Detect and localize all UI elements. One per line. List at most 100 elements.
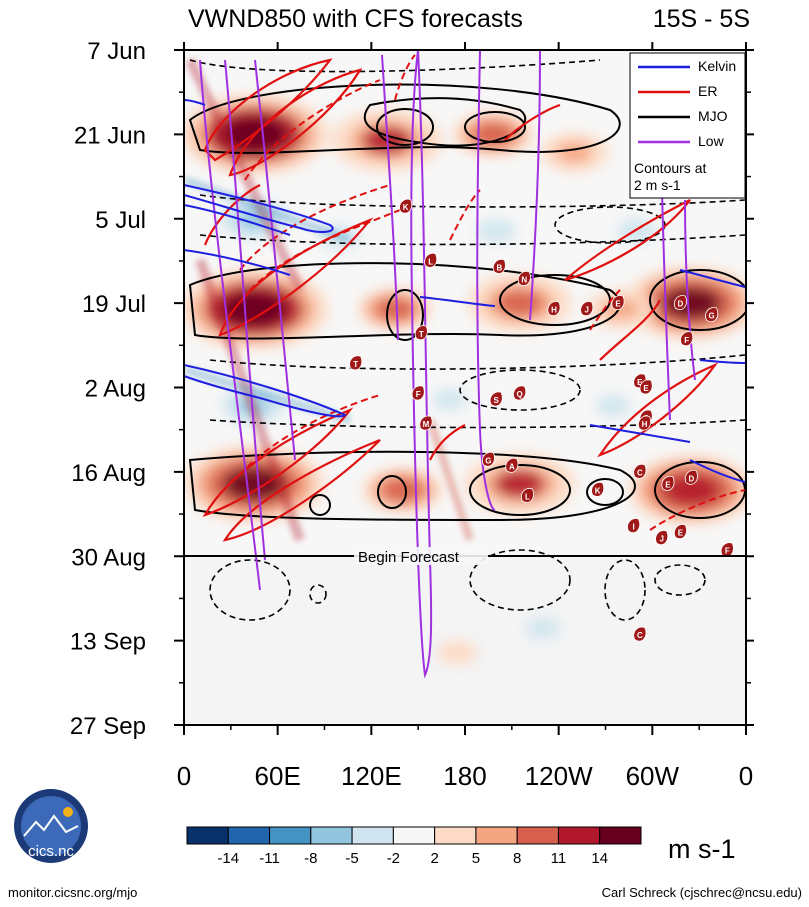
colorbar-tick-label: -11 [259,850,280,867]
x-tick-label: 0 [177,761,191,791]
wave-streaks [184,57,474,542]
chart-title: VWND850 with CFS forecasts [188,5,523,33]
legend-label: ER [698,83,717,99]
svg-text:C: C [637,631,643,640]
cyclone-marker: H [547,301,561,317]
cyclone-marker: B [492,258,506,274]
footer-right: Carl Schreck (cjschrec@ncsu.edu) [602,885,802,900]
y-tick-label: 27 Sep [70,713,146,740]
legend-note: 2 m s-1 [634,177,681,193]
colorbar-tick-label: 8 [513,850,521,867]
colorbar-tick-label: -5 [345,850,358,867]
anomaly-blob-21 [443,644,471,661]
svg-text:F: F [416,390,421,399]
svg-text:B: B [496,263,502,272]
svg-text:D: D [678,300,684,309]
cyclone-marker: I [627,518,641,534]
svg-text:L: L [428,257,433,266]
cyclone-marker: D [673,295,687,311]
legend-label: Kelvin [698,58,736,74]
forecast-label: Begin Forecast [358,549,460,566]
cyclone-marker: T [414,325,428,341]
cyclone-marker: F [411,385,425,401]
cyclone-marker: C [633,626,647,642]
colorbar-tick-label: -2 [387,850,400,867]
colorbar-swatch [269,826,312,845]
colorbar-tick-label: 5 [472,850,480,867]
svg-text:E: E [615,300,621,309]
cyclone-marker: M [419,415,433,431]
anomaly-blob-17 [623,222,651,240]
svg-text:J: J [585,306,589,315]
colorbar-units: m s-1 [668,834,736,864]
anomaly-blob-11 [495,470,545,498]
svg-text:D: D [688,474,694,483]
y-tick-label: 5 Jul [95,207,146,234]
svg-text:N: N [521,276,527,285]
colorbar-tick-label: -14 [217,850,239,867]
cyclone-marker: F [680,331,694,347]
anomaly-blob-19 [601,398,626,413]
x-tick-label: 120E [341,761,402,791]
anomaly-blob-18 [437,392,462,407]
svg-text:M: M [423,420,430,429]
colorbar-swatch [516,826,559,845]
anomaly-blob-12 [381,477,424,503]
cyclone-marker: N [517,270,531,286]
svg-text:I: I [632,523,634,532]
x-tick-label: 60W [626,761,680,791]
cyclone-marker: J [655,530,669,546]
cyclone-marker: S [489,391,503,407]
y-tick-label: 2 Aug [85,376,146,403]
er-contours-negative [239,54,746,531]
colorbar-tick-label: 2 [430,850,438,867]
mjo-contours-negative [189,59,746,621]
cyclone-marker: T [349,355,363,371]
y-tick-label: 21 Jun [74,122,146,149]
colorbar-swatch [434,826,477,845]
kelvin-contours [184,99,746,483]
anomaly-blob-16 [482,222,510,240]
chart-region: 15S - 5S [653,5,750,33]
cyclone-markers: CCKBLNEHJEDGTFTEGSFQMHAGELKIJDEF [349,198,734,642]
footer-left: monitor.cicsnc.org/mjo [8,885,137,900]
colorbar-swatch [475,826,518,845]
svg-text:L: L [525,492,530,501]
mjo-contours [188,83,746,522]
y-axis: 7 Jun 21 Jun 5 Jul 19 Jul 2 Aug 16 Aug 30 Aug 1… [70,38,754,740]
svg-text:Q: Q [517,390,523,399]
cyclone-marker: E [661,475,675,491]
svg-text:F: F [684,336,689,345]
cyclone-marker: G [705,307,719,323]
forecast-label-bg [354,547,488,565]
legend: Kelvin ER MJO Low Contours at2 m s-1 [629,52,746,199]
x-tick-label: 60E [255,761,301,791]
cyclone-marker: L [520,487,534,503]
colorbar-tick-label: -8 [304,850,317,867]
cyclone-marker: A [505,457,519,473]
svg-text:C: C [637,468,643,477]
cyclone-marker: K [591,481,605,497]
cyclone-marker: E [639,379,653,395]
svg-text:E: E [643,384,649,393]
svg-text:T: T [353,360,358,369]
colorbar-tick-label: 11 [551,850,567,867]
svg-text:K: K [403,203,409,212]
cyclone-marker: G [481,451,495,467]
svg-text:J: J [659,535,663,544]
svg-text:H: H [642,420,648,429]
colorbar-tick-label: 14 [591,850,608,867]
anomaly-blob-8 [496,290,543,317]
y-tick-label: 30 Aug [71,544,146,571]
x-axis: 0 60E 120E 180 120W 60W 0 [177,42,753,791]
svg-text:A: A [509,462,515,471]
svg-text:G: G [709,312,715,321]
svg-text:G: G [485,456,491,465]
colorbar-swatch [557,826,601,845]
forecast-region [184,556,746,725]
svg-text:E: E [637,378,643,387]
svg-text:F: F [725,547,730,556]
svg-text:cics.nc: cics.nc [28,843,74,860]
low-contours [199,50,696,679]
